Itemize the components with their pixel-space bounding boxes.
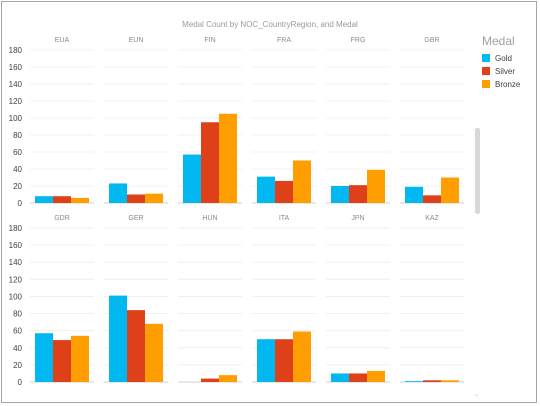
y-tick-label: 160	[9, 241, 23, 250]
bar-frg-gold	[331, 186, 349, 203]
panel-label: GBR	[424, 37, 439, 44]
bar-eun-bronze	[145, 193, 163, 203]
y-tick-label: 40	[13, 165, 22, 174]
bar-frg-silver	[349, 185, 367, 203]
bar-gbr-bronze	[441, 177, 459, 203]
panel-label: GER	[128, 215, 143, 222]
y-tick-label: 60	[13, 327, 22, 336]
y-tick-label: 120	[9, 275, 23, 284]
bar-gdr-bronze	[71, 335, 89, 382]
bar-fra-gold	[257, 176, 275, 203]
legend-swatch-gold	[482, 54, 490, 62]
legend-item-bronze[interactable]: Bronze	[482, 78, 520, 90]
bar-ita-silver	[275, 339, 293, 382]
legend-swatch-bronze	[482, 80, 490, 88]
bar-gbr-silver	[423, 195, 441, 203]
bar-eun-silver	[127, 194, 145, 203]
bar-jpn-bronze	[367, 370, 385, 382]
panel-label: GDR	[54, 215, 70, 222]
y-tick-label: 20	[13, 361, 22, 370]
bar-kaz-bronze	[441, 380, 459, 382]
bar-jpn-silver	[349, 373, 367, 382]
bar-ita-gold	[257, 339, 275, 382]
legend-title: Medal	[482, 34, 515, 48]
bar-eua-gold	[35, 196, 53, 203]
y-tick-label: 100	[9, 114, 23, 123]
y-tick-label: 180	[9, 46, 23, 55]
panel-label: FIN	[204, 37, 215, 44]
bar-fra-silver	[275, 180, 293, 203]
scroll-down-icon[interactable]: ⌄	[474, 392, 480, 398]
bar-fin-bronze	[219, 113, 237, 203]
vertical-scrollbar[interactable]	[475, 128, 480, 214]
bar-ita-bronze	[293, 331, 311, 382]
panel-label: JPN	[351, 215, 364, 222]
y-tick-label: 0	[18, 378, 23, 387]
y-tick-label: 140	[9, 258, 23, 267]
panel-label: KAZ	[425, 215, 439, 222]
bar-eun-gold	[109, 183, 127, 203]
y-tick-label: 160	[9, 63, 23, 72]
bar-hun-silver	[201, 378, 219, 382]
panel-label: HUN	[202, 215, 217, 222]
panel-label: FRA	[277, 37, 291, 44]
legend-swatch-silver	[482, 67, 490, 75]
bar-ger-gold	[109, 295, 127, 382]
panel-label: EUN	[129, 37, 144, 44]
legend-item-gold[interactable]: Gold	[482, 52, 520, 64]
legend-item-silver[interactable]: Silver	[482, 65, 520, 77]
legend-label-bronze: Bronze	[495, 79, 521, 89]
y-tick-label: 60	[13, 148, 22, 157]
legend-label-silver: Silver	[495, 66, 516, 76]
bar-eua-bronze	[71, 197, 89, 203]
bar-fin-silver	[201, 122, 219, 203]
bar-jpn-gold	[331, 373, 349, 382]
bar-eua-silver	[53, 196, 71, 203]
y-tick-label: 180	[9, 224, 23, 233]
bar-frg-bronze	[367, 169, 385, 203]
bar-fin-gold	[183, 154, 201, 203]
panel-label: ITA	[279, 215, 290, 222]
bar-gdr-silver	[53, 340, 71, 382]
bar-ger-bronze	[145, 323, 163, 382]
legend: Medal Gold Silver Bronze	[482, 34, 520, 91]
y-tick-label: 80	[13, 131, 22, 140]
y-tick-label: 40	[13, 344, 22, 353]
bar-hun-bronze	[219, 375, 237, 382]
y-tick-label: 0	[18, 199, 23, 208]
y-tick-label: 100	[9, 292, 23, 301]
y-tick-label: 140	[9, 80, 23, 89]
y-tick-label: 120	[9, 97, 23, 106]
panel-label: EUA	[55, 37, 70, 44]
legend-label-gold: Gold	[495, 53, 512, 63]
bar-ger-silver	[127, 310, 145, 382]
y-tick-label: 20	[13, 182, 22, 191]
bar-kaz-silver	[423, 380, 441, 382]
bar-kaz-gold	[405, 381, 423, 382]
bar-gdr-gold	[35, 333, 53, 382]
panel-label: FRG	[351, 37, 366, 44]
bar-gbr-gold	[405, 186, 423, 203]
y-tick-label: 80	[13, 310, 22, 319]
chart-title: Medal Count by NOC_CountryRegion, and Me…	[182, 20, 358, 29]
bar-fra-bronze	[293, 160, 311, 203]
